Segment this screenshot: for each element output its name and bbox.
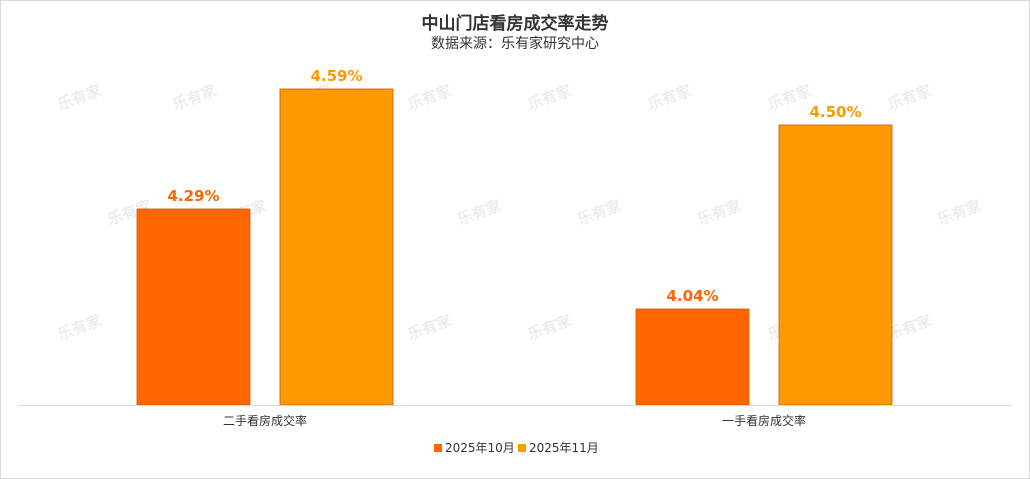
legend-label: 2025年10月: [445, 441, 515, 455]
watermark-text: 乐有家: [55, 81, 103, 113]
chart-title: 中山门店看房成交率走势: [421, 14, 609, 34]
bar-2-1: [279, 88, 394, 406]
x-tick-label: 一手看房成交率: [722, 413, 806, 428]
legend-swatch-1: [434, 444, 442, 452]
watermark-text: 乐有家: [695, 196, 743, 228]
chart-subtitle: 数据来源：乐有家研究中心: [431, 36, 599, 52]
watermark-text: 乐有家: [525, 81, 573, 113]
watermark-text: 乐有家: [885, 311, 933, 343]
data-label: 4.50%: [809, 103, 861, 121]
watermark-text: 乐有家: [405, 311, 453, 343]
x-tick-label: 二手看房成交率: [223, 413, 307, 428]
watermark-text: 乐有家: [765, 81, 813, 113]
watermark-text: 乐有家: [575, 196, 623, 228]
watermark-text: 乐有家: [455, 196, 503, 228]
watermark-text: 乐有家: [645, 81, 693, 113]
data-label: 4.59%: [310, 67, 362, 85]
watermark-text: 乐有家: [170, 81, 218, 113]
bar-1-1: [136, 208, 251, 406]
watermark-text: 乐有家: [885, 81, 933, 113]
watermark-text: 乐有家: [525, 311, 573, 343]
legend-label: 2025年11月: [529, 441, 599, 455]
data-label: 4.04%: [666, 287, 718, 305]
bar-1-2: [635, 308, 750, 406]
watermark-text: 乐有家: [935, 196, 983, 228]
legend-swatch-2: [518, 444, 526, 452]
watermark-text: 乐有家: [55, 311, 103, 343]
data-label: 4.29%: [167, 187, 219, 205]
watermark-text: 乐有家: [405, 81, 453, 113]
bar-2-2: [778, 124, 893, 406]
